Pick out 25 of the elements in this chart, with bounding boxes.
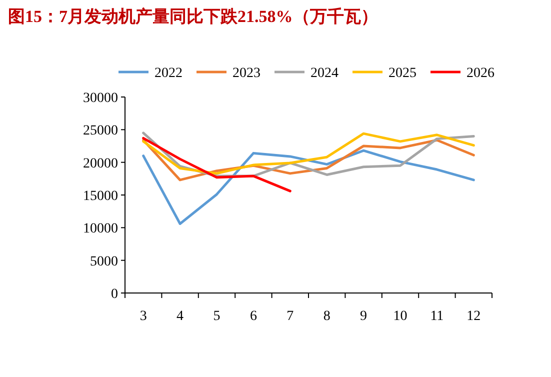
line-series [142, 136, 292, 192]
legend-label: 2026 [466, 66, 494, 81]
y-tick-label: 30000 [83, 91, 118, 106]
y-tick-label: 20000 [83, 156, 118, 172]
line-series [142, 149, 475, 225]
x-tick-label: 12 [466, 309, 481, 324]
legend-label: 2022 [154, 66, 182, 81]
x-tick-label: 4 [176, 309, 184, 324]
y-tick-label: 15000 [83, 189, 118, 204]
legend-label: 2024 [310, 66, 338, 81]
x-tick-label: 9 [360, 309, 368, 324]
chart-title: 图15：7月发动机产量同比下跌21.58%（万千瓦） [8, 7, 378, 26]
x-tick-label: 6 [250, 309, 257, 324]
x-tick-label: 7 [286, 309, 294, 324]
x-tick-label: 3 [140, 309, 147, 324]
x-tick-label: 10 [393, 309, 408, 324]
y-tick-label: 0 [111, 287, 118, 302]
x-tick-label: 8 [323, 309, 330, 324]
legend-label: 2023 [232, 66, 260, 81]
y-tick-label: 5000 [90, 254, 118, 270]
legend-label: 2025 [388, 66, 416, 81]
y-tick-label: 25000 [83, 124, 118, 139]
y-tick-label: 10000 [83, 222, 118, 237]
x-tick-label: 5 [213, 309, 220, 324]
x-tick-label: 11 [430, 309, 444, 324]
